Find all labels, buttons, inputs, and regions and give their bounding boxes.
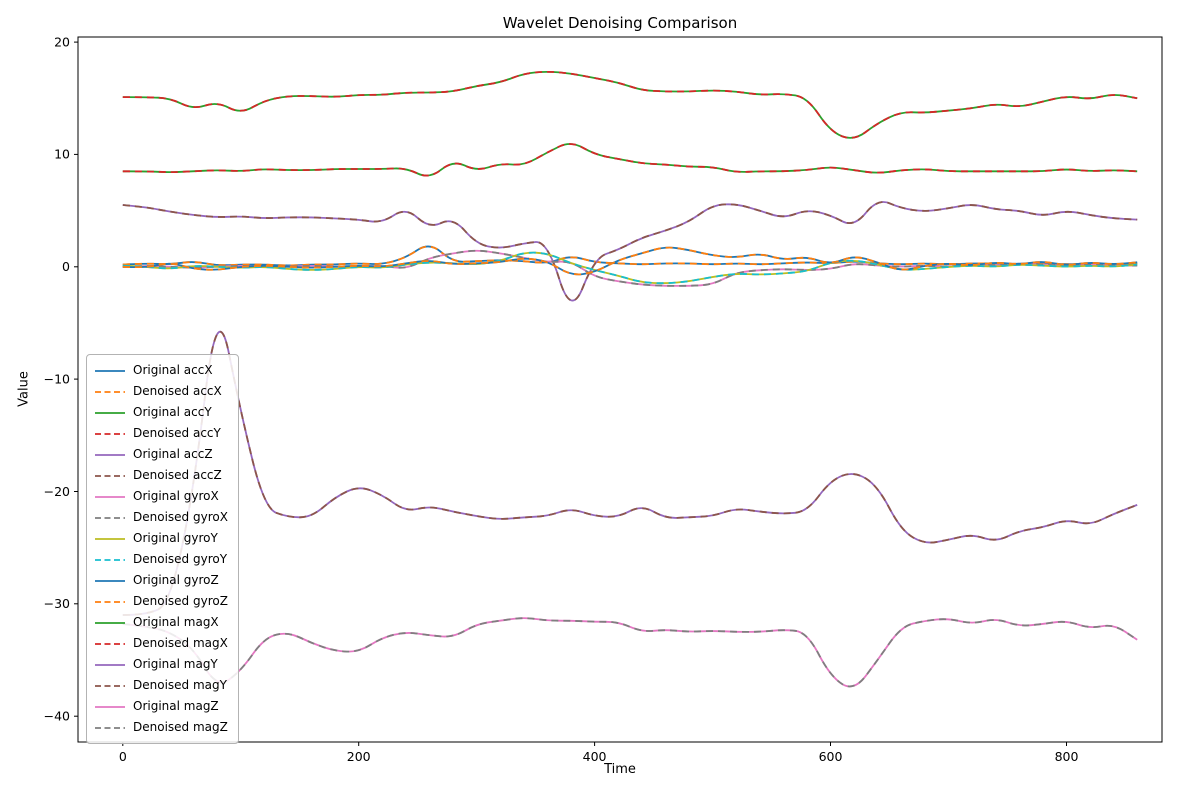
legend-line-sample — [95, 369, 125, 372]
legend-item-original-magZ: Original magZ — [95, 696, 228, 717]
legend-line-sample — [95, 432, 125, 435]
legend-label: Original magZ — [133, 699, 219, 713]
legend-label: Original magX — [133, 615, 219, 629]
legend-line-sample — [95, 558, 125, 561]
legend-label: Original accY — [133, 405, 212, 419]
legend-label: Original magY — [133, 657, 218, 671]
legend-line-sample — [95, 579, 125, 582]
legend-line-sample — [95, 621, 125, 624]
legend-line-sample — [95, 600, 125, 603]
series-original-accZ — [122, 201, 1138, 302]
series-denoised-gyroZ — [122, 246, 1138, 276]
x-tick-label: 200 — [347, 749, 371, 764]
chart-title: Wavelet Denoising Comparison — [502, 14, 738, 32]
legend-item-denoised-accY: Denoised accY — [95, 423, 228, 444]
series-original-magZ — [122, 617, 1138, 688]
legend-line-sample — [95, 537, 125, 540]
y-tick-label: −20 — [44, 484, 70, 499]
legend-item-original-magY: Original magY — [95, 654, 228, 675]
y-tick-label: 0 — [62, 259, 70, 274]
y-tick-label: 20 — [54, 34, 70, 49]
legend-label: Original gyroZ — [133, 573, 219, 587]
x-tick-label: 800 — [1055, 749, 1079, 764]
series-denoised-accZ — [122, 201, 1138, 302]
legend-line-sample — [95, 516, 125, 519]
plot-frame — [77, 36, 1163, 743]
series-original-magX — [122, 70, 1138, 139]
legend-line-sample — [95, 663, 125, 666]
legend-label: Denoised gyroX — [133, 510, 228, 524]
y-tick-label: −40 — [44, 709, 70, 724]
legend-label: Denoised gyroY — [133, 552, 228, 566]
legend-item-original-accZ: Original accZ — [95, 444, 228, 465]
legend-item-original-magX: Original magX — [95, 612, 228, 633]
legend-item-denoised-magZ: Denoised magZ — [95, 717, 228, 738]
legend-label: Original accZ — [133, 447, 213, 461]
legend-item-denoised-accZ: Denoised accZ — [95, 465, 228, 486]
series-denoised-magZ — [122, 617, 1138, 688]
legend-label: Denoised magX — [133, 636, 228, 650]
legend-label: Denoised magZ — [133, 720, 228, 734]
legend-line-sample — [95, 411, 125, 414]
legend-item-denoised-gyroY: Denoised gyroY — [95, 549, 228, 570]
legend-item-original-gyroY: Original gyroY — [95, 528, 228, 549]
legend-line-sample — [95, 684, 125, 687]
legend-item-denoised-accX: Denoised accX — [95, 381, 228, 402]
legend-item-denoised-gyroZ: Denoised gyroZ — [95, 591, 228, 612]
legend-line-sample — [95, 474, 125, 477]
y-tick-label: −10 — [44, 371, 70, 386]
legend-label: Denoised accY — [133, 426, 221, 440]
legend-label: Denoised gyroZ — [133, 594, 228, 608]
y-tick-label: 10 — [54, 147, 70, 162]
legend-label: Original gyroY — [133, 531, 218, 545]
legend-label: Original gyroX — [133, 489, 219, 503]
legend-line-sample — [95, 495, 125, 498]
legend-item-original-accX: Original accX — [95, 360, 228, 381]
series-denoised-magX — [122, 70, 1138, 139]
legend-label: Denoised accX — [133, 384, 222, 398]
series-denoised-accY — [122, 143, 1138, 177]
y-tick-label: −30 — [44, 596, 70, 611]
legend-line-sample — [95, 453, 125, 456]
series-denoised-magY — [122, 331, 1138, 616]
x-tick-label: 400 — [583, 749, 607, 764]
x-axis-label: Time — [604, 762, 636, 777]
x-tick-label: 0 — [119, 749, 127, 764]
series-denoised-gyroY — [122, 251, 1138, 285]
legend-line-sample — [95, 390, 125, 393]
legend: Original accX Denoised accX Original accY D… — [86, 354, 239, 744]
legend-label: Original accX — [133, 363, 213, 377]
legend-line-sample — [95, 726, 125, 729]
legend-item-original-accY: Original accY — [95, 402, 228, 423]
legend-item-original-gyroX: Original gyroX — [95, 486, 228, 507]
legend-item-denoised-magY: Denoised magY — [95, 675, 228, 696]
series-original-gyroZ — [122, 246, 1138, 276]
legend-line-sample — [95, 705, 125, 708]
series-original-accY — [122, 143, 1138, 177]
legend-line-sample — [95, 642, 125, 645]
legend-item-original-gyroZ: Original gyroZ — [95, 570, 228, 591]
legend-item-denoised-gyroX: Denoised gyroX — [95, 507, 228, 528]
legend-label: Denoised magY — [133, 678, 227, 692]
series-original-magY — [122, 331, 1138, 616]
x-tick-label: 600 — [819, 749, 843, 764]
legend-label: Denoised accZ — [133, 468, 222, 482]
legend-item-denoised-magX: Denoised magX — [95, 633, 228, 654]
